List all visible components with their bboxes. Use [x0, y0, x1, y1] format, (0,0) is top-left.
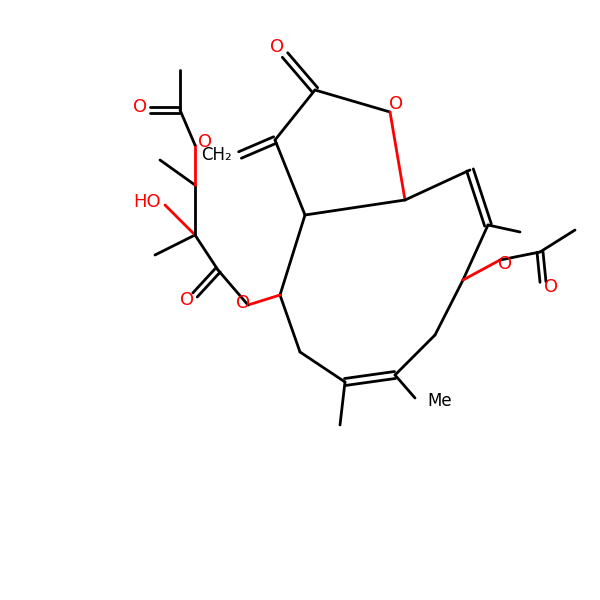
Text: O: O — [133, 98, 147, 116]
Text: O: O — [544, 278, 558, 296]
Text: O: O — [389, 95, 403, 113]
Text: O: O — [236, 294, 250, 312]
Text: O: O — [198, 133, 212, 151]
Text: CH₂: CH₂ — [201, 146, 232, 164]
Text: O: O — [180, 291, 194, 309]
Text: O: O — [270, 38, 284, 56]
Text: Me: Me — [427, 392, 452, 410]
Text: O: O — [498, 255, 512, 273]
Text: HO: HO — [133, 193, 161, 211]
